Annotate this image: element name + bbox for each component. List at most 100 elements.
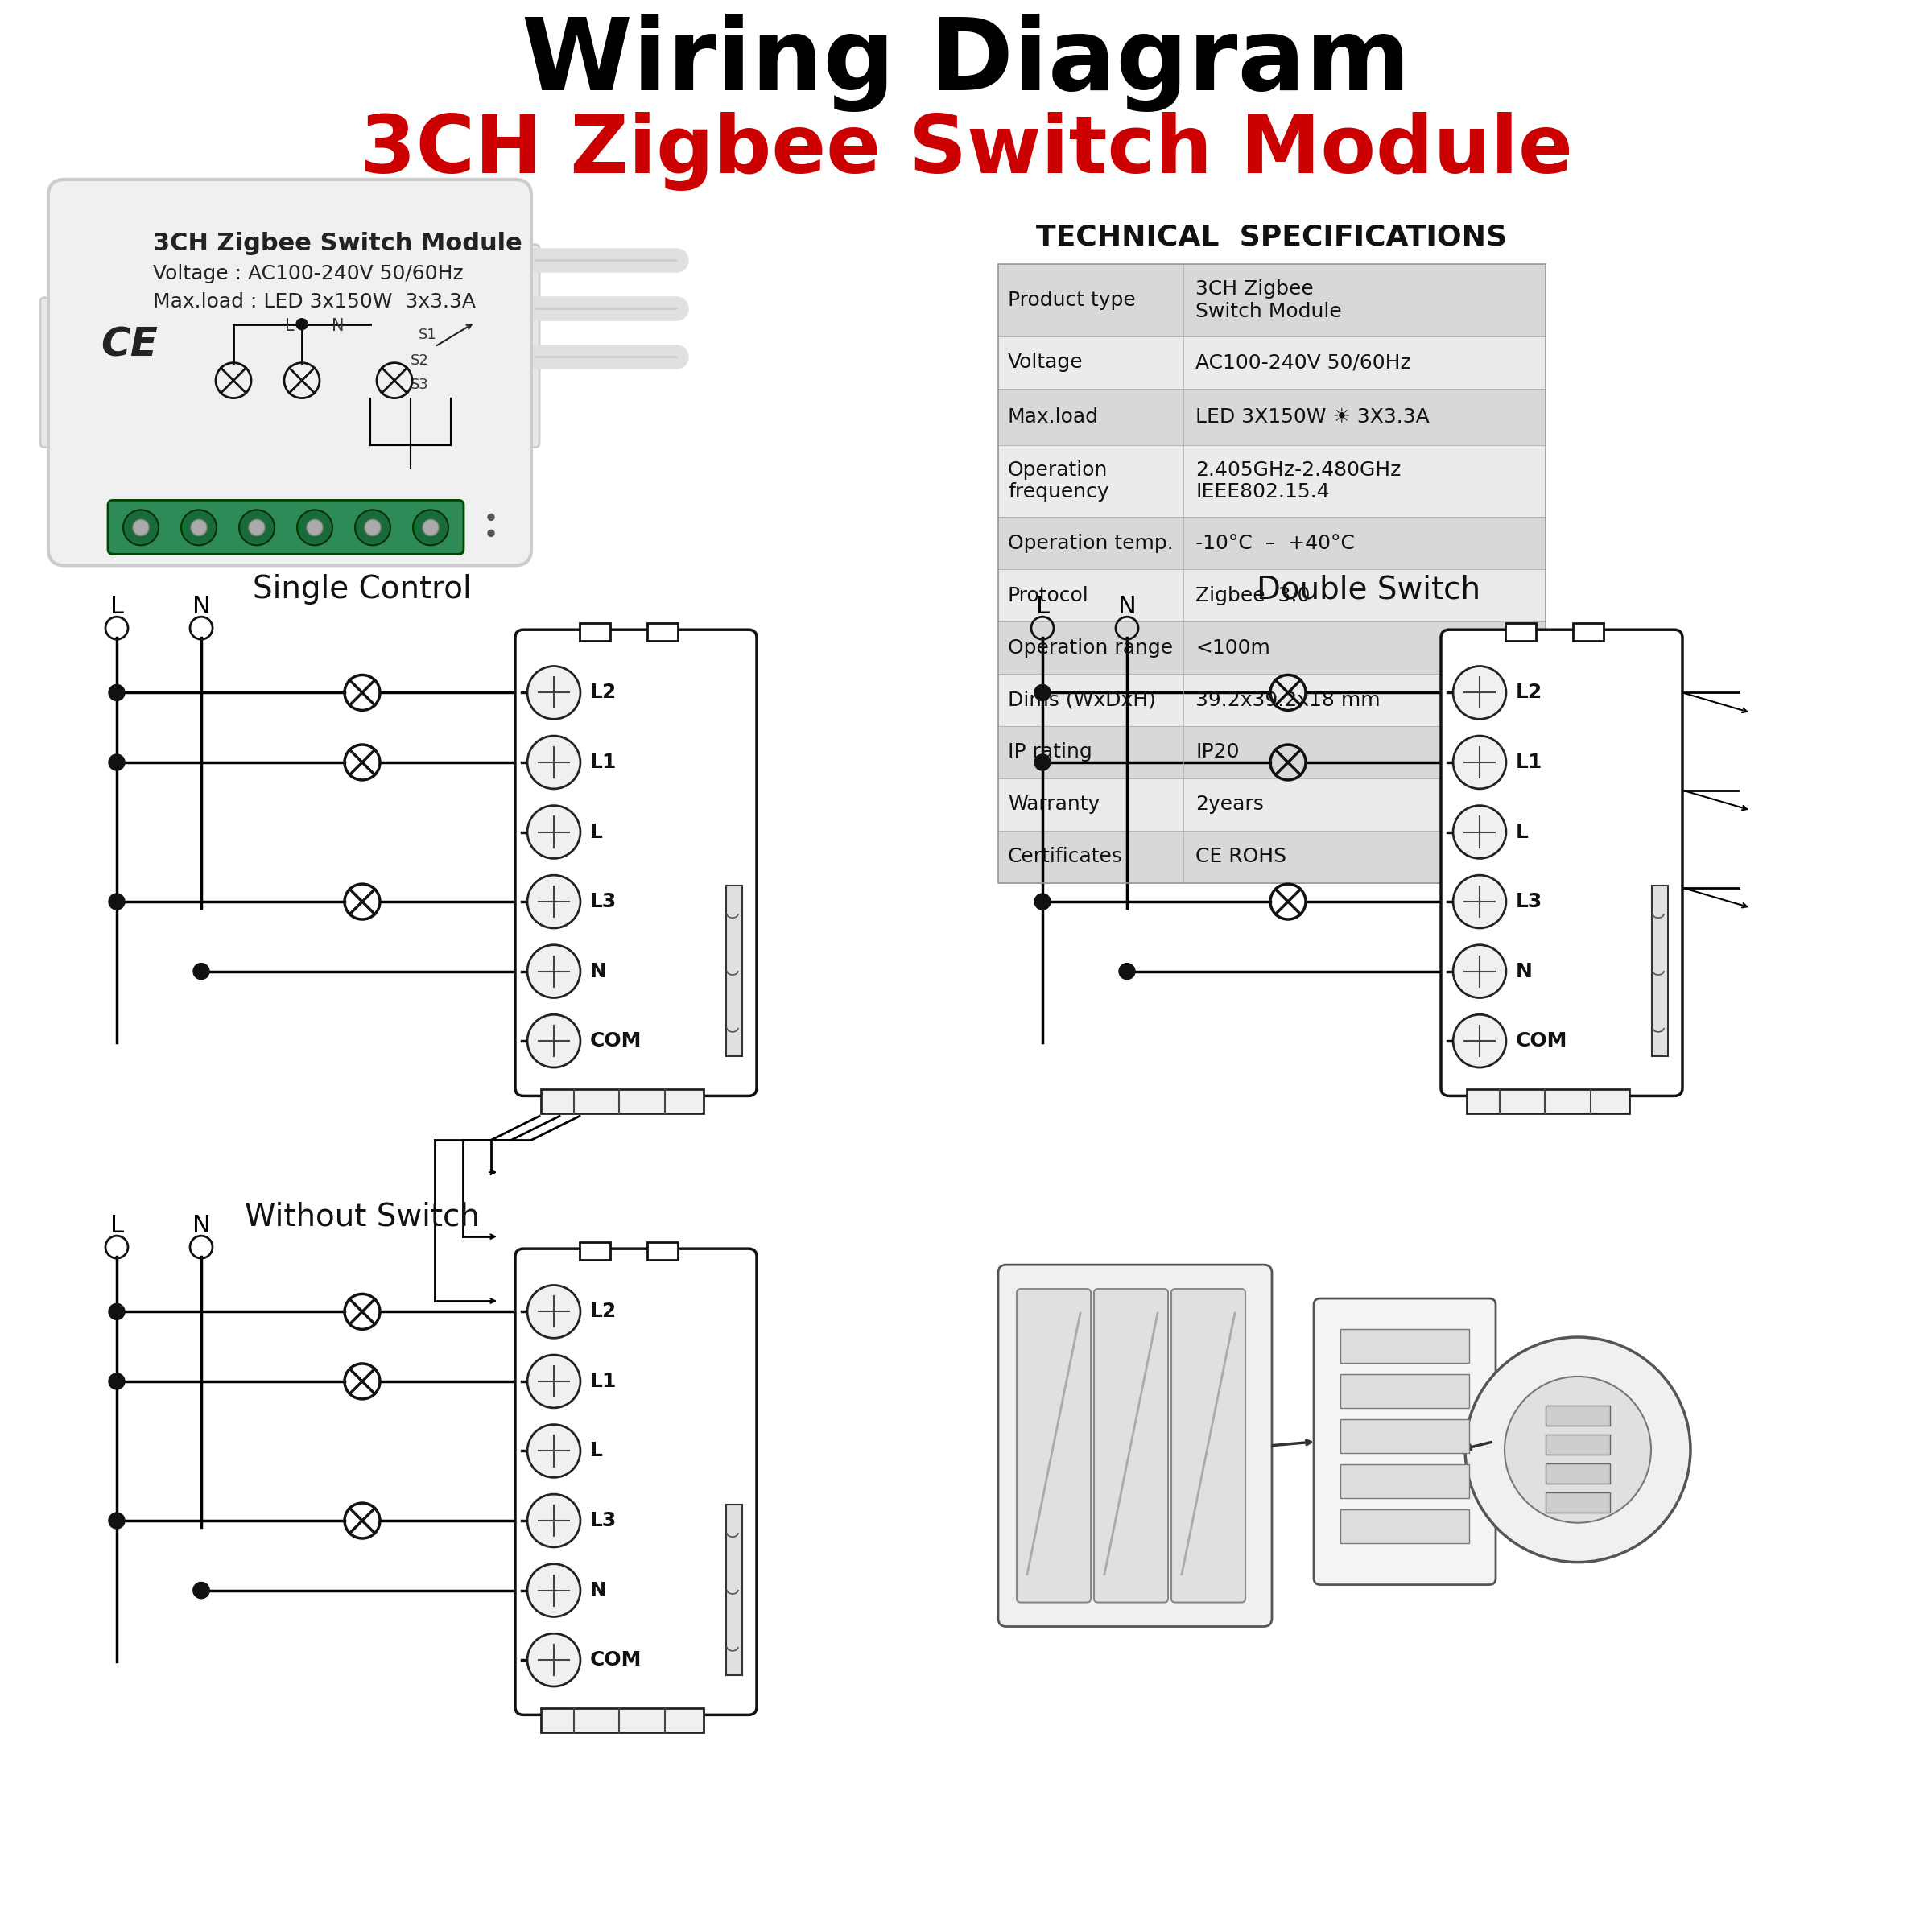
Text: Single Control: Single Control (253, 574, 471, 605)
Text: 3CH Zigbee Switch Module: 3CH Zigbee Switch Module (153, 232, 522, 255)
Text: Max.load : LED 3x150W  3x3.3A: Max.load : LED 3x150W 3x3.3A (153, 292, 475, 311)
Bar (999, 518, 1546, 570)
Bar (999, 726, 1546, 779)
Text: L: L (110, 1213, 124, 1236)
Bar (346, 348, 375, 392)
Circle shape (1119, 964, 1136, 980)
Circle shape (355, 510, 390, 545)
Text: Certificates: Certificates (1009, 846, 1122, 866)
Text: Operation
frequency: Operation frequency (1009, 460, 1109, 502)
FancyBboxPatch shape (506, 245, 539, 446)
Text: IP rating: IP rating (1009, 742, 1092, 761)
Bar (1341, 1464, 1468, 1497)
Bar (999, 265, 1546, 336)
Text: L2: L2 (589, 684, 616, 703)
Bar (647, 1242, 678, 1260)
Text: L2: L2 (589, 1302, 616, 1321)
Text: Warranty: Warranty (1009, 794, 1099, 813)
Text: Product type: Product type (1009, 290, 1136, 309)
Circle shape (1453, 736, 1507, 788)
Text: L3: L3 (589, 1511, 616, 1530)
FancyBboxPatch shape (1171, 1289, 1246, 1602)
FancyBboxPatch shape (999, 1265, 1271, 1627)
FancyBboxPatch shape (41, 298, 73, 446)
Bar (999, 265, 1546, 883)
Bar (541, 1708, 703, 1733)
Circle shape (249, 520, 265, 535)
Circle shape (1505, 1376, 1652, 1522)
Bar (541, 1090, 703, 1113)
Circle shape (1034, 753, 1051, 771)
Text: L1: L1 (589, 753, 616, 773)
Circle shape (527, 1493, 580, 1548)
Text: S1: S1 (419, 327, 437, 342)
Text: L: L (236, 522, 247, 541)
Text: Voltage : AC100-240V 50/60Hz: Voltage : AC100-240V 50/60Hz (153, 265, 464, 284)
Text: L: L (286, 317, 294, 334)
FancyBboxPatch shape (1441, 630, 1683, 1095)
FancyBboxPatch shape (1016, 1289, 1092, 1602)
FancyBboxPatch shape (516, 630, 757, 1095)
Text: COM: COM (589, 1032, 641, 1051)
Text: N: N (589, 1580, 607, 1600)
Bar (999, 444, 1546, 518)
Bar (999, 622, 1546, 674)
Text: Operation range: Operation range (1009, 638, 1173, 657)
Text: <100m: <100m (1196, 638, 1269, 657)
Circle shape (527, 806, 580, 858)
Circle shape (527, 667, 580, 719)
Bar (1341, 1420, 1468, 1453)
Circle shape (191, 520, 207, 535)
Circle shape (487, 529, 495, 537)
FancyBboxPatch shape (1314, 1298, 1495, 1584)
Text: L1: L1 (589, 1372, 616, 1391)
FancyBboxPatch shape (48, 180, 531, 566)
Circle shape (182, 510, 216, 545)
Bar (1466, 1090, 1629, 1113)
Text: N: N (191, 1213, 211, 1236)
FancyBboxPatch shape (516, 1248, 757, 1716)
Circle shape (108, 1304, 126, 1320)
Bar (1341, 1509, 1468, 1544)
Circle shape (193, 1582, 209, 1598)
Circle shape (108, 1374, 126, 1389)
Bar (1341, 1374, 1468, 1408)
Circle shape (298, 510, 332, 545)
Circle shape (193, 1582, 209, 1598)
Circle shape (1453, 667, 1507, 719)
Text: Max.load: Max.load (1009, 408, 1099, 427)
Bar (1546, 1434, 1609, 1455)
Circle shape (1034, 684, 1051, 701)
Text: Double Switch: Double Switch (1256, 574, 1480, 605)
Text: 3CH Zigbee Switch Module: 3CH Zigbee Switch Module (359, 112, 1573, 191)
Text: TECHNICAL  SPECIFICATIONS: TECHNICAL SPECIFICATIONS (1036, 224, 1507, 251)
Text: Without Switch: Without Switch (245, 1202, 479, 1233)
Circle shape (487, 514, 495, 520)
Bar (1546, 1492, 1609, 1513)
Circle shape (1453, 1014, 1507, 1068)
Circle shape (527, 736, 580, 788)
Bar (580, 624, 611, 641)
Circle shape (1453, 875, 1507, 927)
Circle shape (296, 319, 307, 330)
FancyBboxPatch shape (108, 500, 464, 554)
Bar (580, 1242, 611, 1260)
Text: S2: S2 (412, 354, 429, 367)
Text: LED 3X150W ☀ 3X3.3A: LED 3X150W ☀ 3X3.3A (1196, 408, 1430, 427)
Text: Dims (WxDxH): Dims (WxDxH) (1009, 690, 1155, 709)
Bar (647, 624, 678, 641)
Text: N: N (346, 522, 361, 541)
Circle shape (108, 895, 126, 910)
Circle shape (527, 945, 580, 997)
Bar (726, 1505, 742, 1675)
Text: N: N (191, 595, 211, 618)
Text: L: L (110, 595, 124, 618)
Text: AC100-240V 50/60Hz: AC100-240V 50/60Hz (1196, 354, 1410, 373)
Bar (726, 885, 742, 1057)
Circle shape (108, 1513, 126, 1528)
Text: Wiring Diagram: Wiring Diagram (522, 14, 1410, 112)
Bar (386, 348, 415, 392)
Bar (1505, 624, 1536, 641)
Text: L: L (589, 1441, 603, 1461)
Text: Operation temp.: Operation temp. (1009, 533, 1173, 553)
